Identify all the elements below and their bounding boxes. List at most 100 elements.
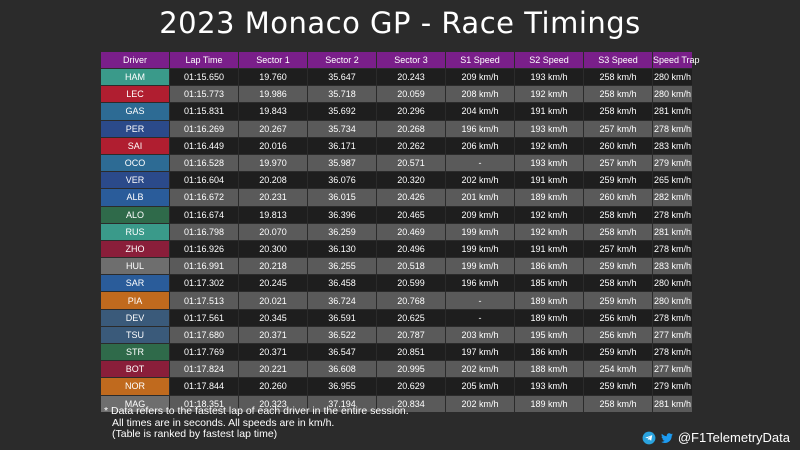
table-row: ALO 01:16.674 19.813 36.396 20.465 209 km/h 19… — [100, 205, 693, 224]
data-cell: 20.834 — [376, 394, 446, 413]
data-cell: 36.015 — [307, 188, 377, 207]
driver-cell: DEV — [100, 308, 170, 327]
column-header: Lap Time — [169, 51, 239, 69]
data-cell: 189 km/h — [514, 188, 584, 207]
table-row: ZHO 01:16.926 20.300 36.130 20.496 199 km/h 19… — [100, 239, 693, 259]
data-cell: 259 km/h — [583, 171, 653, 190]
data-cell: 196 km/h — [445, 274, 515, 293]
table-row: HUL 01:16.991 20.218 36.255 20.518 199 km/h 18… — [100, 257, 693, 276]
data-cell: 36.255 — [307, 257, 377, 276]
column-header: S3 Speed — [583, 51, 653, 69]
data-cell: 20.469 — [376, 222, 446, 241]
data-cell: 197 km/h — [445, 342, 515, 362]
data-cell: 20.768 — [376, 291, 446, 310]
data-cell: 192 km/h — [514, 222, 584, 241]
table-row: PER 01:16.269 20.267 35.734 20.268 196 km/h 19… — [100, 119, 693, 138]
page-title: 2023 Monaco GP - Race Timings — [159, 6, 641, 40]
data-cell: 256 km/h — [583, 325, 653, 345]
telegram-icon — [642, 431, 656, 444]
data-cell: 209 km/h — [445, 205, 515, 224]
table-row: GAS 01:15.831 19.843 35.692 20.296 204 km/h 19… — [100, 102, 693, 121]
data-cell: 186 km/h — [514, 257, 584, 276]
data-cell: 36.591 — [307, 308, 377, 327]
data-cell: 01:16.926 — [169, 239, 239, 259]
data-cell: 282 km/h — [652, 188, 693, 207]
driver-cell: STR — [100, 342, 170, 362]
data-cell: 01:15.831 — [169, 102, 239, 121]
data-cell: 278 km/h — [652, 342, 693, 362]
column-header: Speed Trap — [652, 51, 700, 69]
data-cell: 20.221 — [238, 360, 308, 379]
data-cell: 20.323 — [238, 394, 308, 413]
table-row: HAM 01:15.650 19.760 35.647 20.243 209 km/h 19… — [100, 67, 693, 87]
table-body: HAM 01:15.650 19.760 35.647 20.243 209 km/h 19… — [100, 67, 693, 413]
data-cell: 258 km/h — [583, 102, 653, 121]
table-row: MAG 01:18.351 20.323 37.194 20.834 202 km/h 18… — [100, 394, 693, 413]
data-cell: 20.518 — [376, 257, 446, 276]
data-cell: 01:16.269 — [169, 119, 239, 138]
data-cell: 20.243 — [376, 67, 446, 87]
data-cell: 20.995 — [376, 360, 446, 379]
table-row: OCO 01:16.528 19.970 35.987 20.571-193 km/h 2… — [100, 153, 693, 173]
data-cell: 36.396 — [307, 205, 377, 224]
data-cell: 36.955 — [307, 377, 377, 396]
data-cell: 189 km/h — [514, 291, 584, 310]
column-header: Sector 2 — [307, 51, 377, 69]
table-row: LEC 01:15.773 19.986 35.718 20.059 208 km/h 19… — [100, 85, 693, 104]
data-cell: 19.970 — [238, 153, 308, 173]
data-cell: 20.300 — [238, 239, 308, 259]
data-cell: 20.371 — [238, 342, 308, 362]
data-cell: 281 km/h — [652, 394, 693, 413]
driver-cell: RUS — [100, 222, 170, 241]
data-cell: 281 km/h — [652, 102, 693, 121]
data-cell: 20.262 — [376, 136, 446, 155]
data-cell: 01:18.351 — [169, 394, 239, 413]
data-cell: 196 km/h — [445, 119, 515, 138]
data-cell: 279 km/h — [652, 377, 693, 396]
data-cell: 280 km/h — [652, 291, 693, 310]
data-cell: 20.787 — [376, 325, 446, 345]
data-cell: 185 km/h — [514, 274, 584, 293]
data-cell: 202 km/h — [445, 171, 515, 190]
data-cell: 20.496 — [376, 239, 446, 259]
table-row: ALB 01:16.672 20.231 36.015 20.426 201 km/h 18… — [100, 188, 693, 207]
data-cell: 206 km/h — [445, 136, 515, 155]
data-cell: 36.130 — [307, 239, 377, 259]
column-header: Sector 3 — [376, 51, 446, 69]
table-row: VER 01:16.604 20.208 36.076 20.320 202 km/h 19… — [100, 171, 693, 190]
footnote-line: * Data refers to the fastest lap of each… — [104, 405, 409, 417]
data-cell: 258 km/h — [583, 85, 653, 104]
data-cell: 20.218 — [238, 257, 308, 276]
data-cell: 01:16.528 — [169, 153, 239, 173]
twitter-icon — [660, 432, 673, 443]
data-cell: 20.231 — [238, 188, 308, 207]
table-row: SAI 01:16.449 20.016 36.171 20.262 206 km/h 19… — [100, 136, 693, 155]
data-cell: 20.599 — [376, 274, 446, 293]
data-cell: 01:16.604 — [169, 171, 239, 190]
data-cell: 193 km/h — [514, 119, 584, 138]
data-cell: 01:17.680 — [169, 325, 239, 345]
data-cell: 258 km/h — [583, 67, 653, 87]
data-cell: 01:17.844 — [169, 377, 239, 396]
data-cell: 258 km/h — [583, 274, 653, 293]
data-cell: 193 km/h — [514, 153, 584, 173]
table-row: NOR 01:17.844 20.260 36.955 20.629 205 km/h 19… — [100, 377, 693, 396]
driver-cell: SAR — [100, 274, 170, 293]
data-cell: - — [445, 308, 515, 327]
timings-table: Driver Lap Time Sector 1 Sector 2 Sector… — [100, 51, 700, 413]
driver-cell: OCO — [100, 153, 170, 173]
data-cell: 20.245 — [238, 274, 308, 293]
driver-cell: GAS — [100, 102, 170, 121]
data-cell: 36.547 — [307, 342, 377, 362]
data-cell: 20.070 — [238, 222, 308, 241]
data-cell: 01:16.991 — [169, 257, 239, 276]
table-row: TSU 01:17.680 20.371 36.522 20.787 203 km/h 19… — [100, 325, 693, 345]
data-cell: 280 km/h — [652, 274, 693, 293]
data-cell: 265 km/h — [652, 171, 693, 190]
data-cell: 256 km/h — [583, 308, 653, 327]
social-handle-text: @F1TelemetryData — [677, 430, 790, 445]
data-cell: 280 km/h — [652, 85, 693, 104]
data-cell: 20.320 — [376, 171, 446, 190]
data-cell: 191 km/h — [514, 171, 584, 190]
data-cell: 35.734 — [307, 119, 377, 138]
